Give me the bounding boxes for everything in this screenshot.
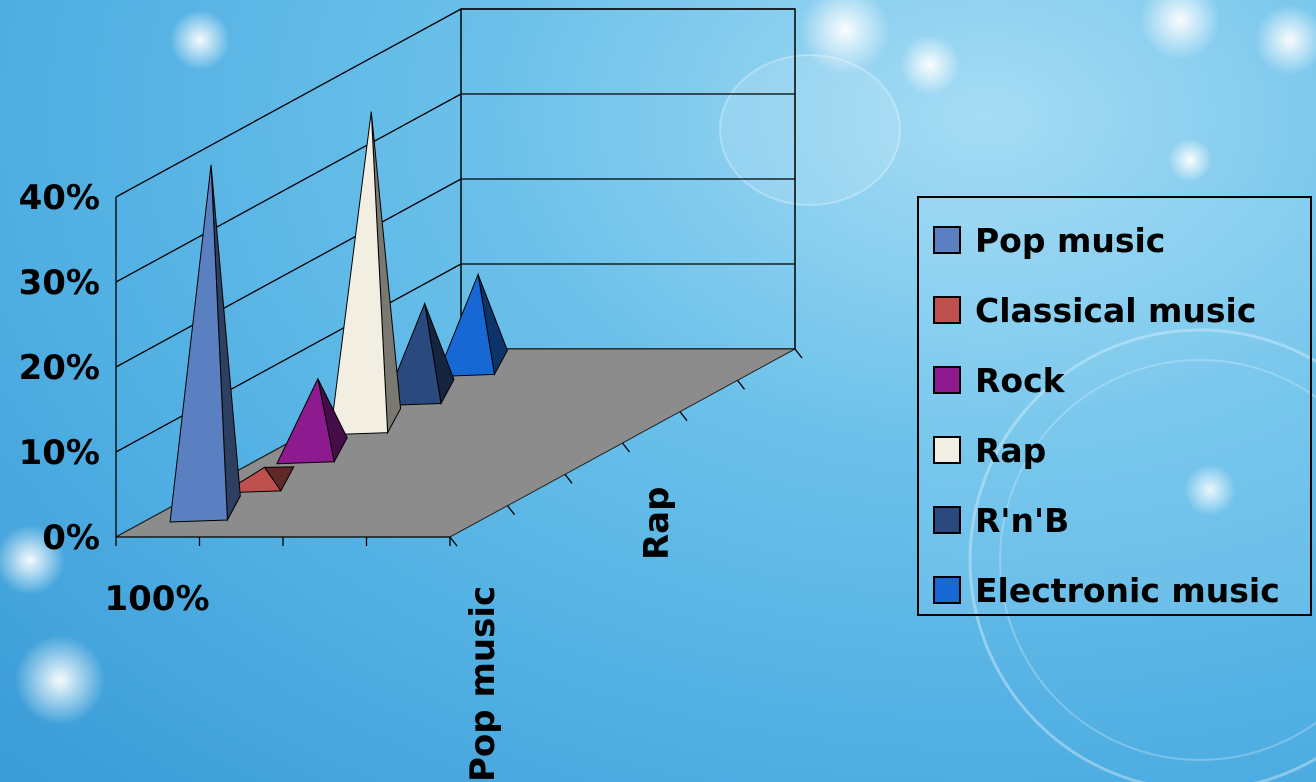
y-tick-label: 10% bbox=[19, 433, 100, 473]
pyramid-front-face bbox=[436, 272, 496, 377]
sparkle-1 bbox=[1140, 0, 1220, 60]
legend-swatch-rap bbox=[933, 436, 961, 464]
y-tick-label: 20% bbox=[19, 348, 100, 388]
legend-label-rnb: R'n'B bbox=[975, 500, 1070, 540]
chart-axes bbox=[115, 197, 803, 547]
sparkle-5 bbox=[900, 35, 960, 95]
pyramid-rap bbox=[329, 111, 402, 436]
legend-label-electronic-music: Electronic music bbox=[975, 570, 1280, 610]
category-label: 100% bbox=[104, 579, 209, 619]
pyramid-front-face bbox=[329, 111, 389, 436]
sparkle-7 bbox=[1168, 138, 1212, 182]
legend-item-classical-music: Classical music bbox=[933, 290, 1256, 330]
series-tick bbox=[794, 348, 803, 359]
pyramid-rock bbox=[276, 377, 348, 465]
gridline-side bbox=[115, 93, 462, 283]
series-tick bbox=[679, 411, 688, 422]
sparkle-4 bbox=[15, 635, 105, 725]
legend-swatch-classical-music bbox=[933, 296, 961, 324]
staff-swirl-inner bbox=[999, 359, 1316, 761]
legend-item-electronic-music: Electronic music bbox=[933, 570, 1280, 610]
series-tick bbox=[621, 442, 631, 453]
chart-legend: Pop music Classical music Rock Rap R'n'B… bbox=[917, 196, 1312, 616]
sparkle-6 bbox=[0, 525, 65, 595]
legend-item-rock: Rock bbox=[933, 360, 1065, 400]
depth-axis-label: Pop music bbox=[463, 586, 503, 782]
sparkle-2 bbox=[1255, 5, 1316, 75]
legend-label-pop-music: Pop music bbox=[975, 220, 1166, 260]
y-tick-label: 30% bbox=[19, 263, 100, 303]
pyramid-pop-music bbox=[169, 164, 241, 523]
chart-labels: 0% 10% 20% 30% 40% 100% Pop music Rap bbox=[19, 178, 677, 782]
legend-item-rnb: R'n'B bbox=[933, 500, 1069, 540]
legend-item-pop-music: Pop music bbox=[933, 220, 1165, 260]
sparkle-3 bbox=[170, 10, 230, 70]
depth-axis-label: Rap bbox=[637, 487, 677, 560]
legend-swatch-pop-music bbox=[933, 226, 961, 254]
staff-swirl bbox=[968, 328, 1316, 782]
series-tick bbox=[506, 505, 516, 516]
chart-pyramids bbox=[169, 111, 508, 523]
legend-label-rap: Rap bbox=[975, 430, 1047, 470]
legend-swatch-rnb bbox=[933, 506, 961, 534]
y-tick-label: 0% bbox=[42, 518, 100, 558]
pyramid-electronic-music bbox=[436, 272, 508, 377]
series-tick bbox=[449, 536, 458, 547]
series-tick bbox=[564, 473, 573, 484]
gridline-side bbox=[115, 8, 462, 198]
legend-swatch-electronic-music bbox=[933, 576, 961, 604]
gridline-side bbox=[115, 263, 462, 453]
bokeh-bubble bbox=[719, 54, 901, 206]
legend-label-classical-music: Classical music bbox=[975, 290, 1257, 330]
pyramid-front-face bbox=[276, 377, 335, 465]
sparkle-8 bbox=[1184, 464, 1236, 516]
y-tick-label: 40% bbox=[19, 178, 100, 218]
legend-label-rock: Rock bbox=[975, 360, 1065, 400]
pyramid-front-face bbox=[169, 164, 228, 523]
series-tick bbox=[736, 379, 746, 390]
sparkle-0 bbox=[800, 0, 890, 75]
legend-item-rap: Rap bbox=[933, 430, 1046, 470]
gridline-side bbox=[115, 178, 462, 368]
legend-swatch-rock bbox=[933, 366, 961, 394]
